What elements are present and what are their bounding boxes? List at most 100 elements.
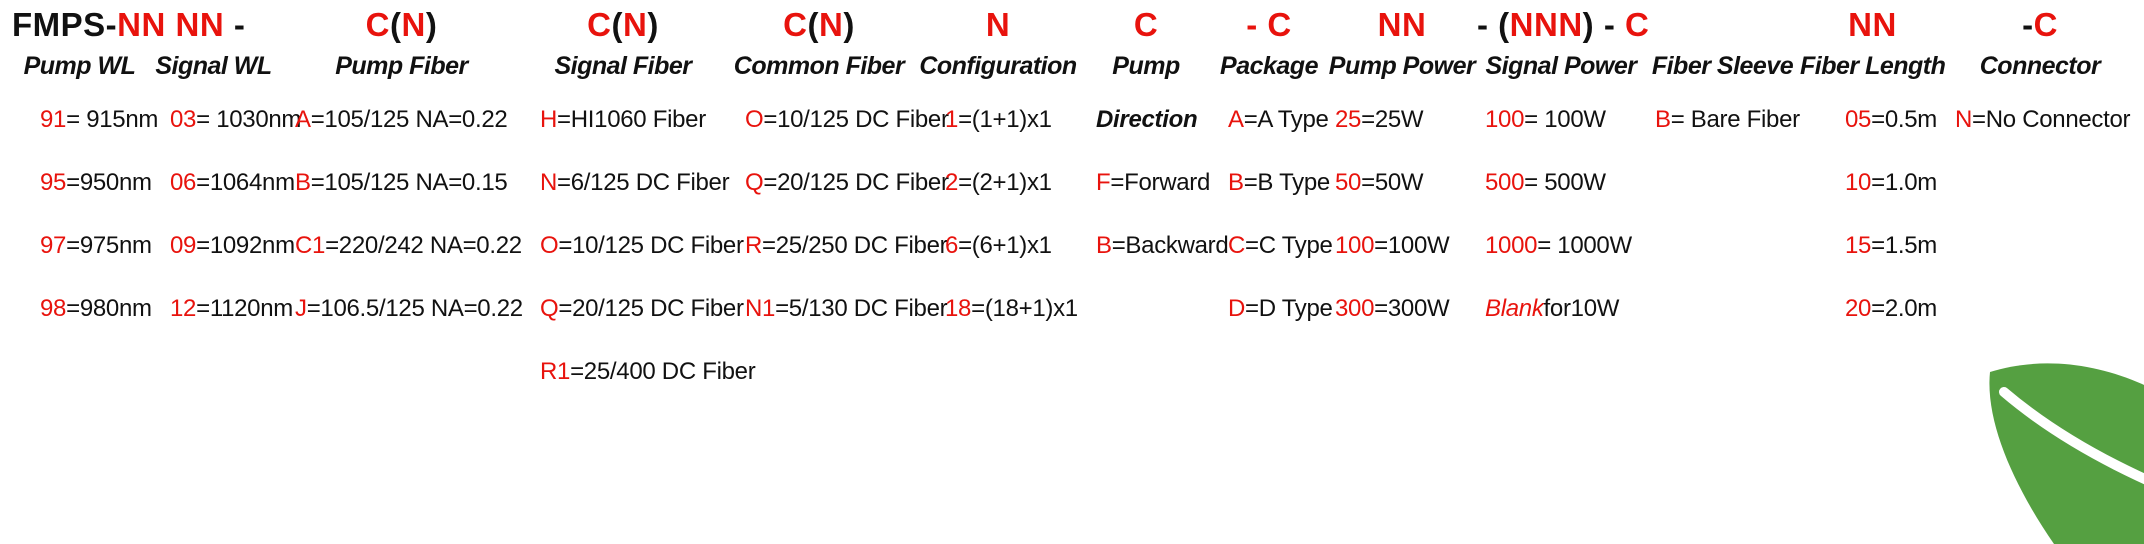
entry-code: A xyxy=(1228,105,1244,133)
code-part: ( xyxy=(390,6,402,43)
code-part: C xyxy=(1624,6,1650,43)
code-part: ) xyxy=(843,6,855,43)
entry-emphasis-label: Direction xyxy=(1096,105,1198,133)
entry-description: =1.0m xyxy=(1871,168,1937,196)
code-entry: R1 =25/400 DC Fiber xyxy=(523,340,756,403)
code-entry: 98 =980nm xyxy=(12,277,152,340)
code-entry: 2 =(2+1)x1 xyxy=(915,151,1081,214)
entry-code: Q xyxy=(540,294,559,322)
entry-description: =950nm xyxy=(66,168,152,196)
entry-description: =D Type xyxy=(1245,294,1333,322)
entry-code: 500 xyxy=(1485,168,1525,196)
code-entry: B = Bare Fiber xyxy=(1645,88,1800,151)
entry-description: = 500W xyxy=(1524,168,1606,196)
entry-code: B xyxy=(1096,231,1112,259)
column-header: Signal Fiber xyxy=(554,52,692,80)
column-signal-fiber: Signal Fiber H =HI1060 Fiber N =6/125 DC Fib… xyxy=(523,48,756,403)
entry-description: for10W xyxy=(1543,294,1620,322)
code-entry: 300 =300W xyxy=(1327,277,1477,340)
code-entry: 20 =2.0m xyxy=(1800,277,1945,340)
entry-code: H xyxy=(540,105,558,133)
entry-code: D xyxy=(1228,294,1246,322)
code-entry: Blank for10W xyxy=(1477,277,1645,340)
entry-description: =25W xyxy=(1361,105,1424,133)
code-part: ) xyxy=(425,6,438,43)
column-pump-wl: Pump WL 91 = 915nm 95 =950nm 97 =975nm 98 =980nm xyxy=(12,48,159,403)
entry-description: =C Type xyxy=(1245,231,1333,259)
entry-code: 100 xyxy=(1335,231,1375,259)
entry-code: 03 xyxy=(170,105,197,133)
code-segment-1: C(N) xyxy=(280,2,523,48)
entry-code: 91 xyxy=(40,105,67,133)
code-entry: 03 = 1030nm xyxy=(147,88,301,151)
entry-code: Blank xyxy=(1485,294,1544,322)
code-entry: C =C Type xyxy=(1211,214,1333,277)
code-part: C xyxy=(587,6,612,43)
code-segment-6: - C xyxy=(1211,2,1327,48)
entry-code: Q xyxy=(745,168,764,196)
entry-description: =975nm xyxy=(66,231,152,259)
code-entry: 10 =1.0m xyxy=(1800,151,1945,214)
column-package: Package A =A Type B =B Type C =C Type D =D Type xyxy=(1211,48,1333,403)
code-entry: 6 =(6+1)x1 xyxy=(915,214,1081,277)
column-header: Fiber Length xyxy=(1800,52,1946,80)
code-part: NN NN xyxy=(117,6,225,43)
entry-description: =220/242 NA=0.22 xyxy=(325,231,522,259)
entry-description: =B Type xyxy=(1243,168,1331,196)
entry-description: =2.0m xyxy=(1871,294,1937,322)
code-segment-7: NN xyxy=(1327,2,1477,48)
code-entry: Direction xyxy=(1081,88,1211,151)
entry-description: =300W xyxy=(1374,294,1450,322)
entry-description: =10/125 DC Fiber xyxy=(558,231,744,259)
entry-code: R xyxy=(745,231,763,259)
entry-code: 95 xyxy=(40,168,67,196)
column-header: Signal Power xyxy=(1485,52,1637,80)
column-signal-wl: Signal WL 03 = 1030nm 06 =1064nm 09 =1092nm 12 =… xyxy=(147,48,301,403)
column-fiber-length: Fiber Length 05 =0.5m 10 =1.0m 15 =1.5m 20 =2.0m xyxy=(1800,48,1946,403)
entry-description: =50W xyxy=(1361,168,1424,196)
entry-description: =20/125 DC Fiber xyxy=(763,168,949,196)
entry-code: 06 xyxy=(170,168,197,196)
code-segment-2: C(N) xyxy=(523,2,723,48)
code-part: ( xyxy=(807,6,819,43)
entry-description: =1.5m xyxy=(1871,231,1937,259)
code-entry: O =10/125 DC Fiber xyxy=(723,88,949,151)
entry-description: =0.5m xyxy=(1871,105,1937,133)
column-fiber-sleeve: Fiber Sleeve B = Bare Fiber xyxy=(1645,48,1800,403)
entry-code: O xyxy=(540,231,559,259)
leaf-logo xyxy=(1989,363,2144,544)
entry-description: =6/125 DC Fiber xyxy=(557,168,730,196)
code-part: C xyxy=(783,6,808,43)
column-header: Signal WL xyxy=(155,52,272,80)
column-pump-fiber: Pump Fiber A =105/125 NA=0.22 B =105/125 NA=… xyxy=(280,48,523,403)
code-entry: B =Backward xyxy=(1081,214,1229,277)
entry-code: B xyxy=(1228,168,1244,196)
column-header: Pump Fiber xyxy=(335,52,468,80)
code-part: N xyxy=(401,6,426,43)
column-header: Package xyxy=(1220,52,1318,80)
code-entry: O =10/125 DC Fiber xyxy=(523,214,744,277)
code-part: C xyxy=(365,6,390,43)
column-header: Common Fiber xyxy=(733,52,905,80)
entry-code: 09 xyxy=(170,231,197,259)
code-part: N xyxy=(819,6,844,43)
code-entry: 100 = 100W xyxy=(1477,88,1645,151)
code-entry: J =106.5/125 NA=0.22 xyxy=(280,277,523,340)
entry-description: =5/130 DC Fiber xyxy=(775,294,948,322)
code-entry: 50 =50W xyxy=(1327,151,1477,214)
entry-description: = 915nm xyxy=(66,105,159,133)
entry-code: 98 xyxy=(40,294,67,322)
column-header: Pump Power xyxy=(1328,52,1476,80)
code-segment-11: -C xyxy=(1945,2,2135,48)
entry-description: = 100W xyxy=(1524,105,1606,133)
entry-description: =1120nm xyxy=(196,294,293,322)
column-common-fiber: Common Fiber O =10/125 DC Fiber Q =20/125 DC… xyxy=(723,48,949,403)
entry-code: 100 xyxy=(1485,105,1525,133)
column-connector: Connector N =No Connector xyxy=(1945,48,2135,403)
entry-code: N1 xyxy=(745,294,776,322)
code-entry: 1 =(1+1)x1 xyxy=(915,88,1081,151)
entry-code: 05 xyxy=(1845,105,1872,133)
column-header: Configuration xyxy=(919,52,1077,80)
column-configuration: Configuration 1 =(1+1)x1 2 =(2+1)x1 6 =(6+1)x1… xyxy=(915,48,1081,403)
code-entry: Q =20/125 DC Fiber xyxy=(523,277,744,340)
